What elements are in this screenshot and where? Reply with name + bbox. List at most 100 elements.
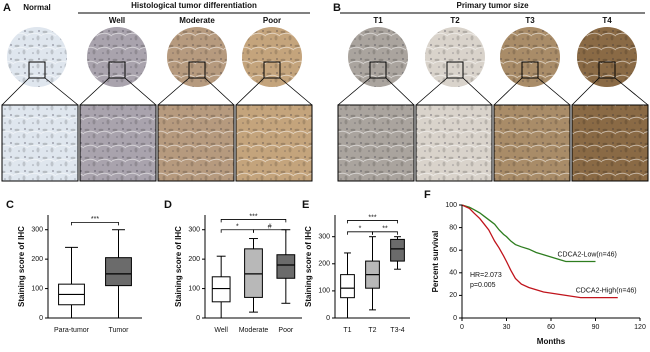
panel-letter: F	[424, 189, 431, 201]
x-tick-label: 120	[634, 324, 646, 331]
y-tick-label: 300	[31, 227, 43, 234]
tma-texture	[242, 27, 302, 87]
y-tick-label: 100	[318, 288, 330, 295]
sig-label: ***	[91, 216, 99, 223]
y-axis-title: Staining score of IHC	[304, 226, 313, 307]
image-label: Normal	[23, 3, 51, 12]
image-label: T2	[450, 16, 460, 25]
zoom-line	[462, 77, 493, 106]
sig-label: *	[236, 224, 239, 231]
y-tick-label: 100	[31, 285, 43, 292]
legend-label: CDCA2-High(n=46)	[576, 288, 637, 295]
box	[340, 274, 355, 299]
image-label: Well	[109, 16, 125, 25]
zoom-texture	[1, 104, 79, 182]
sig-bracket	[71, 221, 119, 226]
zoom-line	[614, 77, 649, 106]
box	[244, 248, 263, 298]
zoom-texture	[79, 104, 157, 182]
zoom-line	[571, 77, 600, 106]
zoom-texture	[337, 104, 415, 182]
x-tick-label: 0	[460, 324, 464, 331]
zoom-line	[537, 77, 571, 106]
annotation: p=0.005	[470, 282, 496, 289]
y-axis-title: Staining score of IHC	[17, 226, 26, 307]
panel-letter: C	[6, 199, 14, 211]
y-axis-title: Percent survival	[431, 231, 440, 293]
box	[276, 254, 296, 279]
image-label: T3	[525, 16, 535, 25]
legend-label: CDCA2-Low(n=46)	[558, 251, 617, 258]
x-tick-label: 90	[592, 324, 600, 331]
box	[105, 257, 132, 287]
zoom-line	[44, 77, 79, 106]
zoom-line	[204, 77, 235, 106]
panel-heading: Primary tumor size	[456, 1, 529, 10]
box	[390, 238, 405, 262]
tma-texture	[348, 27, 408, 87]
x-tick-label: T3-4	[390, 327, 405, 334]
y-tick-label: 20	[449, 292, 457, 299]
survival-curve	[461, 204, 596, 263]
x-tick-label: T2	[368, 327, 376, 334]
sig-label: **	[382, 226, 388, 233]
y-axis-title: Staining score of IHC	[174, 226, 183, 307]
panel-letter: A	[3, 2, 11, 14]
y-tick-label: 200	[31, 256, 43, 263]
panel-letter: D	[164, 199, 172, 211]
zoom-line	[385, 77, 415, 106]
y-tick-label: 0	[39, 315, 43, 322]
y-tick-label: 200	[188, 256, 200, 263]
x-tick-label: Para-tumor	[54, 327, 90, 334]
zoom-box	[108, 61, 126, 79]
box	[211, 276, 231, 303]
zoom-line	[124, 77, 157, 106]
zoom-line	[415, 77, 448, 106]
zoom-texture	[235, 104, 313, 182]
x-tick-label: Well	[214, 327, 228, 334]
y-tick-label: 0	[196, 315, 200, 322]
zoom-line	[1, 77, 30, 106]
annotation: HR=2.073	[470, 272, 502, 279]
zoom-texture	[571, 104, 649, 182]
x-tick-label: Poor	[278, 327, 293, 334]
sig-label: #	[268, 224, 272, 231]
image-label: Moderate	[179, 16, 215, 25]
zoom-box	[521, 61, 539, 79]
zoom-box	[263, 61, 281, 79]
y-tick-label: 200	[318, 261, 330, 268]
sig-bracket	[220, 219, 287, 223]
image-label: T4	[602, 16, 612, 25]
zoom-line	[279, 77, 313, 106]
y-tick-label: 0	[453, 315, 457, 322]
y-tick-label: 40	[449, 270, 457, 277]
x-axis-title: Months	[537, 337, 566, 346]
y-tick-label: 300	[188, 227, 200, 234]
zoom-box	[188, 61, 206, 79]
y-tick-label: 300	[318, 234, 330, 241]
zoom-texture	[493, 104, 571, 182]
tma-texture	[577, 27, 637, 87]
sig-bracket	[253, 229, 287, 233]
y-tick-label: 60	[449, 247, 457, 254]
panel-letter: E	[302, 199, 309, 211]
sig-bracket	[372, 231, 398, 235]
zoom-line	[79, 77, 110, 106]
y-tick-label: 0	[326, 315, 330, 322]
y-tick-label: 80	[449, 224, 457, 231]
panel-heading: Histological tumor differentiation	[131, 1, 257, 10]
zoom-box	[369, 61, 387, 79]
sig-label: ***	[368, 214, 376, 221]
sig-label: ***	[249, 213, 257, 220]
zoom-box	[28, 61, 46, 79]
zoom-texture	[157, 104, 235, 182]
zoom-line	[337, 77, 371, 106]
tma-texture	[87, 27, 147, 87]
zoom-line	[493, 77, 523, 106]
x-tick-label: T1	[343, 327, 351, 334]
zoom-line	[157, 77, 190, 106]
x-tick-label: 60	[547, 324, 555, 331]
sig-bracket	[347, 220, 398, 224]
